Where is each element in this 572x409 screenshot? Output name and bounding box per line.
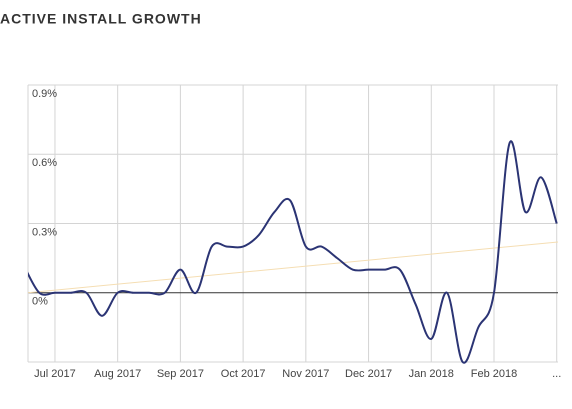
x-tick-label: Jul 2017 (34, 368, 76, 380)
x-tick-label: Jan 2018 (409, 368, 454, 380)
grid (27, 84, 558, 363)
y-tick-label: 0.3% (32, 226, 57, 238)
x-tick-label: Oct 2017 (221, 368, 266, 380)
trendline (28, 241, 558, 294)
x-tick-label: Feb 2018 (471, 368, 517, 380)
x-tick-label: Dec 2017 (345, 368, 392, 380)
x-tick-label: Aug 2017 (94, 368, 141, 380)
x-tick-label: Nov 2017 (282, 368, 329, 380)
data-line (28, 140, 558, 364)
y-tick-label: 0.9% (32, 88, 57, 100)
plot (28, 140, 558, 364)
y-tick-label: 0.6% (32, 157, 57, 169)
x-tick-label: ... (552, 368, 561, 380)
chart-title: ACTIVE INSTALL GROWTH (0, 11, 202, 27)
y-tick-label: 0% (32, 296, 48, 308)
x-tick-label: Sep 2017 (157, 368, 204, 380)
